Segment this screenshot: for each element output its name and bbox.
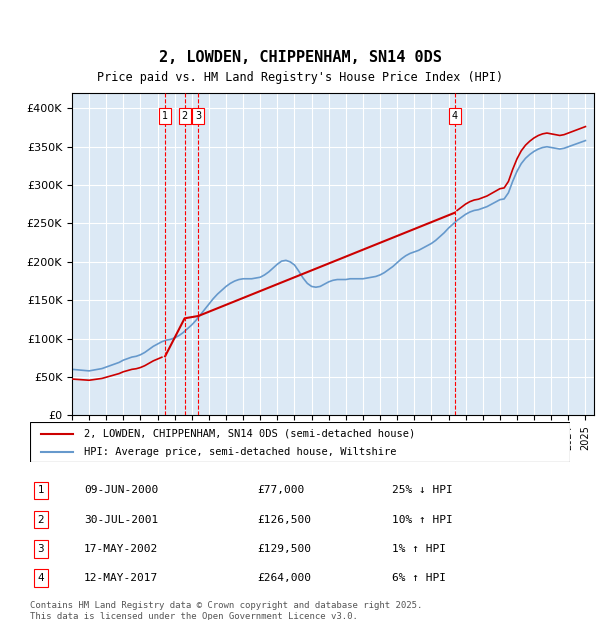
Text: 1% ↑ HPI: 1% ↑ HPI — [392, 544, 446, 554]
Text: £129,500: £129,500 — [257, 544, 311, 554]
Text: 12-MAY-2017: 12-MAY-2017 — [84, 573, 158, 583]
Text: 1: 1 — [162, 111, 168, 121]
Text: Price paid vs. HM Land Registry's House Price Index (HPI): Price paid vs. HM Land Registry's House … — [97, 71, 503, 84]
Text: 2: 2 — [37, 515, 44, 525]
Text: 3: 3 — [195, 111, 202, 121]
Text: 10% ↑ HPI: 10% ↑ HPI — [392, 515, 452, 525]
Text: 6% ↑ HPI: 6% ↑ HPI — [392, 573, 446, 583]
Text: 2, LOWDEN, CHIPPENHAM, SN14 0DS (semi-detached house): 2, LOWDEN, CHIPPENHAM, SN14 0DS (semi-de… — [84, 428, 415, 439]
Text: 2, LOWDEN, CHIPPENHAM, SN14 0DS: 2, LOWDEN, CHIPPENHAM, SN14 0DS — [158, 50, 442, 64]
Text: 3: 3 — [37, 544, 44, 554]
Text: 4: 4 — [37, 573, 44, 583]
Text: £126,500: £126,500 — [257, 515, 311, 525]
Text: 4: 4 — [452, 111, 458, 121]
Text: £264,000: £264,000 — [257, 573, 311, 583]
Text: Contains HM Land Registry data © Crown copyright and database right 2025.
This d: Contains HM Land Registry data © Crown c… — [30, 601, 422, 620]
Text: HPI: Average price, semi-detached house, Wiltshire: HPI: Average price, semi-detached house,… — [84, 447, 397, 457]
Text: £77,000: £77,000 — [257, 485, 304, 495]
Text: 09-JUN-2000: 09-JUN-2000 — [84, 485, 158, 495]
Text: 17-MAY-2002: 17-MAY-2002 — [84, 544, 158, 554]
Text: 1: 1 — [37, 485, 44, 495]
Text: 2: 2 — [181, 111, 188, 121]
Text: 25% ↓ HPI: 25% ↓ HPI — [392, 485, 452, 495]
Text: 30-JUL-2001: 30-JUL-2001 — [84, 515, 158, 525]
FancyBboxPatch shape — [30, 422, 570, 462]
